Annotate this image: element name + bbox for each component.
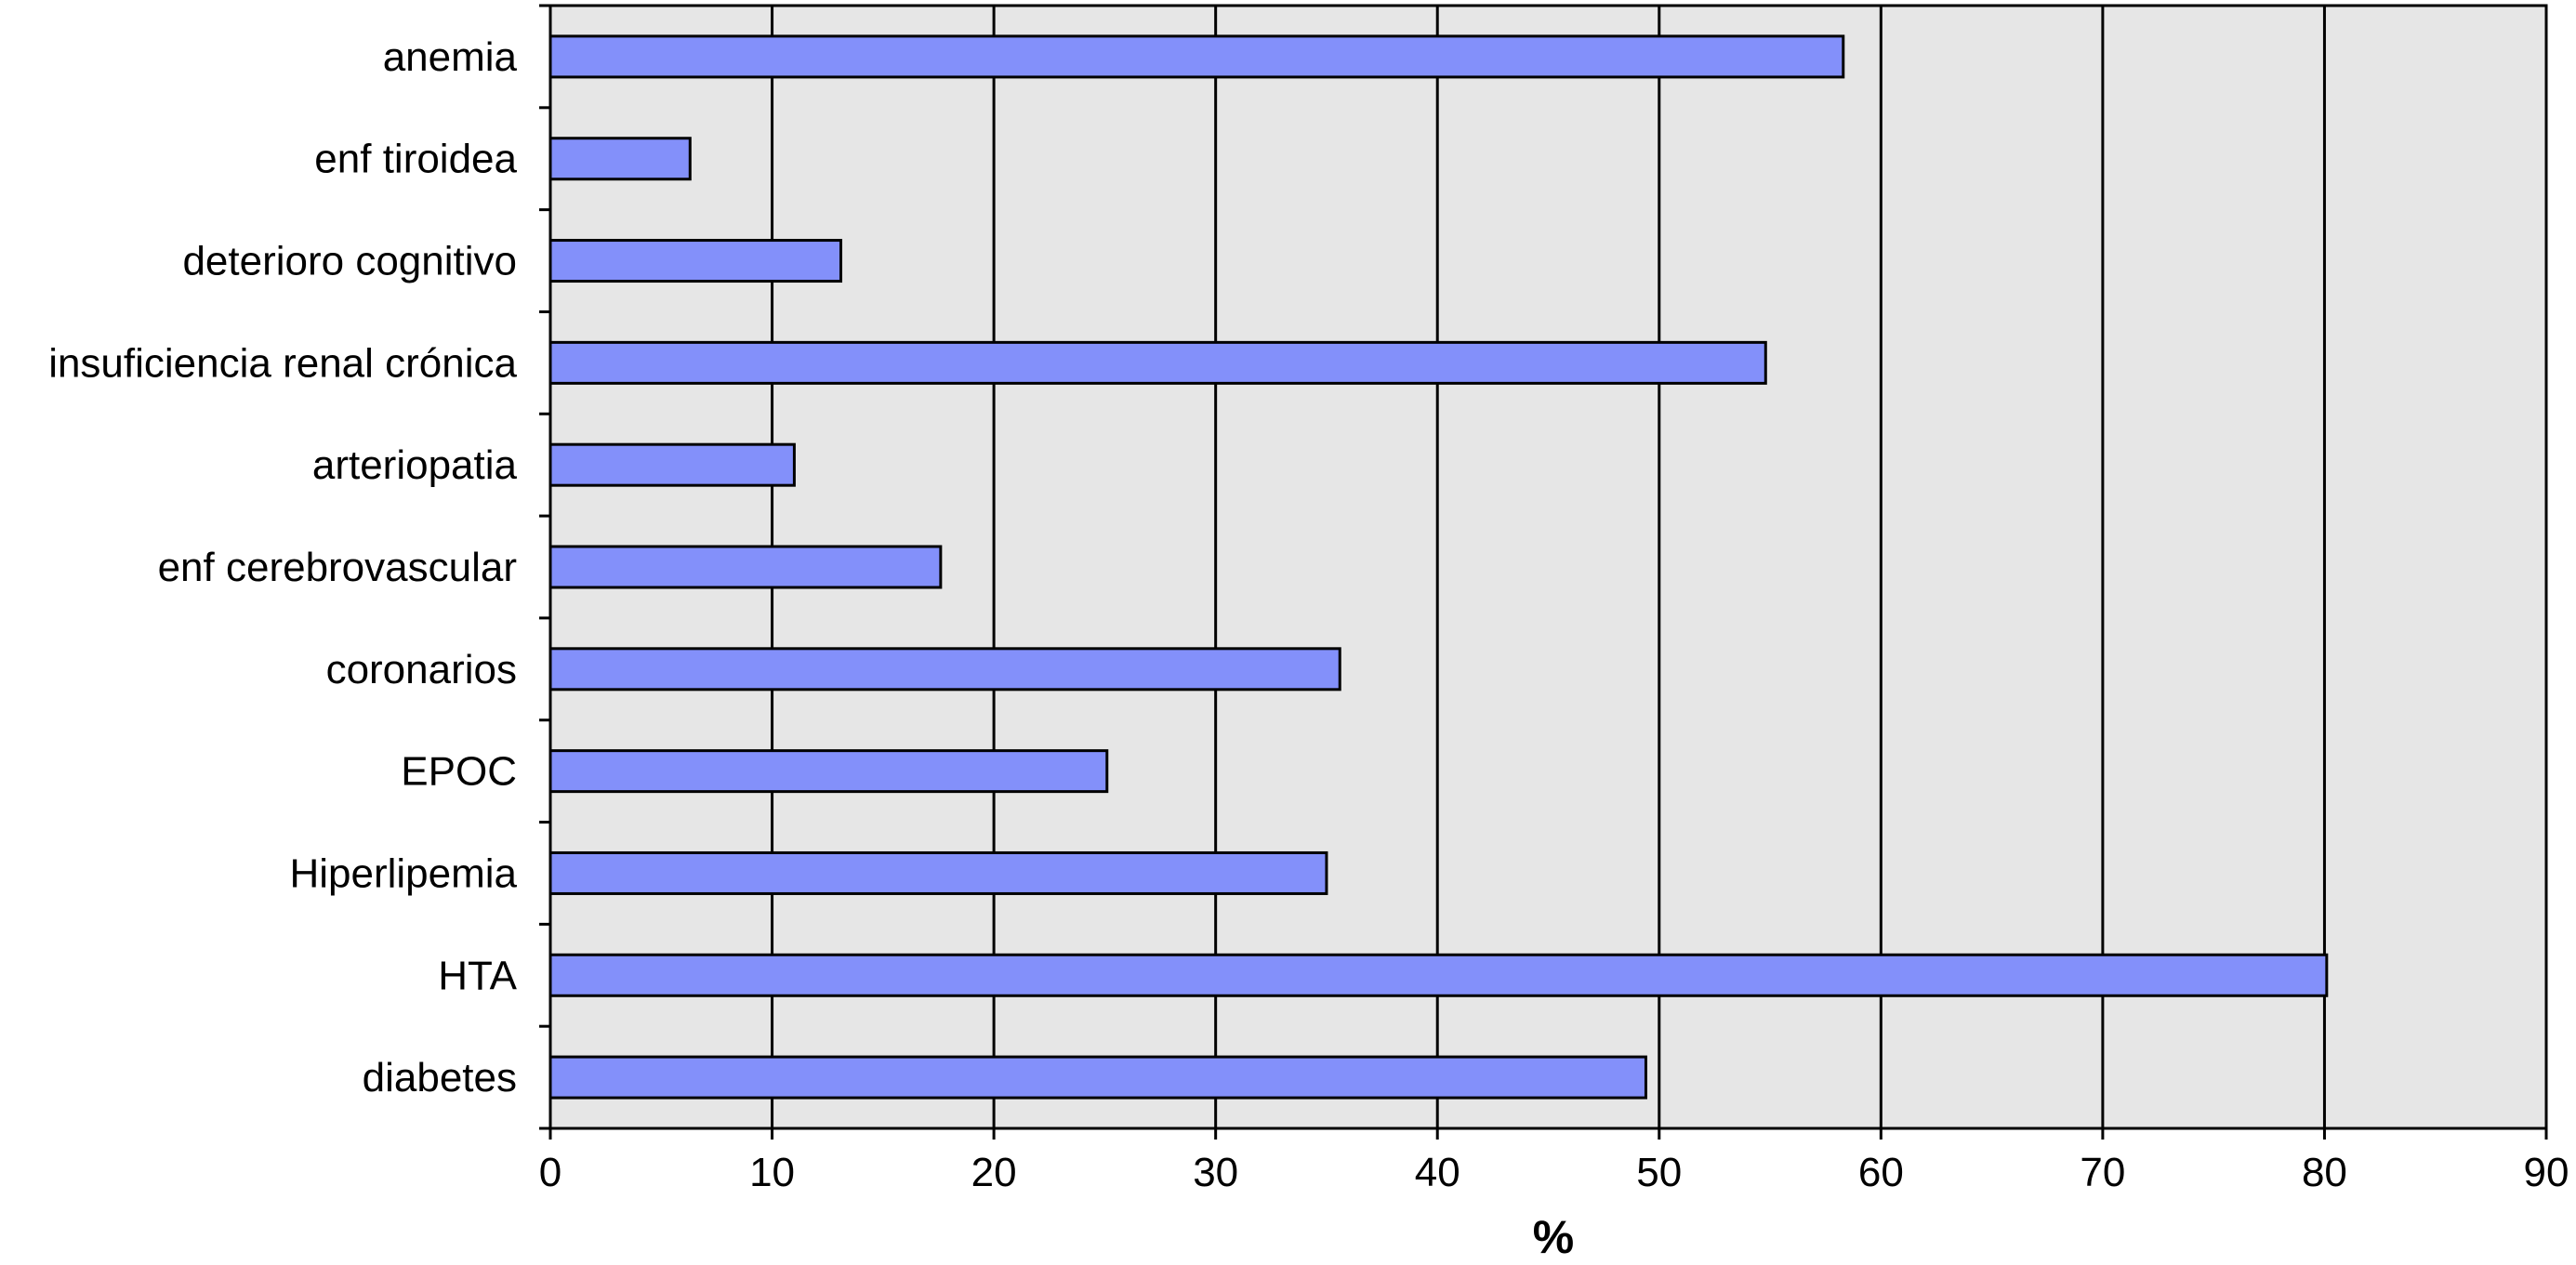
category-label: enf tiroidea xyxy=(314,137,517,182)
category-label: HTA xyxy=(438,953,517,998)
category-label: coronarios xyxy=(326,647,517,692)
category-label: Hiperlipemia xyxy=(289,850,517,896)
x-axis-title: % xyxy=(1533,1211,1574,1263)
bar-anemia xyxy=(548,34,1845,79)
category-label: deterioro cognitivo xyxy=(182,239,517,284)
bar-Hiperlipemia xyxy=(548,850,1328,895)
bar-enf-tiroidea xyxy=(548,137,692,181)
x-tick-label: 60 xyxy=(1858,1150,1904,1195)
category-label: anemia xyxy=(383,34,518,80)
axes xyxy=(539,4,2548,1140)
bar-EPOC xyxy=(548,749,1109,794)
bar-diabetes xyxy=(548,1055,1647,1100)
plot-frame xyxy=(548,4,2548,1130)
category-labels: anemia enf tiroidea deterioro cognitivo ins… xyxy=(48,34,517,1100)
bar-HTA xyxy=(548,953,2329,997)
x-tick-label: 20 xyxy=(971,1150,1017,1195)
category-label: EPOC xyxy=(401,749,517,795)
bar-deterioro-cognitivo xyxy=(548,239,843,283)
category-label: arteriopatia xyxy=(312,442,518,488)
bar-enf-cerebrovascular xyxy=(548,545,943,589)
x-tick-labels: 0 10 20 30 40 50 60 70 80 90 xyxy=(539,1150,2569,1195)
x-tick-label: 0 xyxy=(539,1150,561,1195)
bar-arteriopatia xyxy=(548,442,796,487)
category-label: enf cerebrovascular xyxy=(158,545,517,590)
category-label: diabetes xyxy=(363,1055,517,1100)
x-tick-label: 90 xyxy=(2524,1150,2569,1195)
category-label: insuficiencia renal crónica xyxy=(48,340,517,386)
x-tick-label: 50 xyxy=(1636,1150,1682,1195)
bar-insuficiencia-renal-crónica xyxy=(548,340,1767,385)
x-tick-label: 80 xyxy=(2302,1150,2347,1195)
x-tick-label: 70 xyxy=(2080,1150,2125,1195)
bar-coronarios xyxy=(548,647,1341,692)
bars xyxy=(548,34,2329,1100)
x-tick-label: 30 xyxy=(1193,1150,1238,1195)
x-tick-label: 10 xyxy=(749,1150,795,1195)
gridlines xyxy=(771,6,2326,1128)
x-tick-label: 40 xyxy=(1415,1150,1460,1195)
